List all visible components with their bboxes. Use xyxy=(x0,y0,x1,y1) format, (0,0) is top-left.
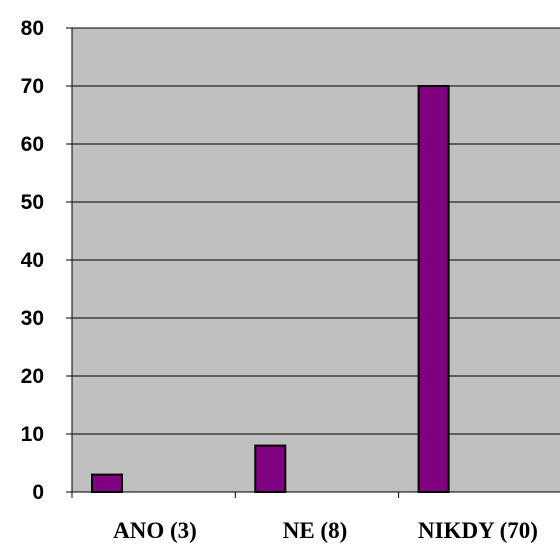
bars xyxy=(91,85,450,494)
x-tick-label: ANO (3) xyxy=(113,518,197,543)
bar-2 xyxy=(254,444,287,494)
x-tick-label: NE (8) xyxy=(283,518,348,543)
y-tick-label: 50 xyxy=(21,191,44,214)
gridlines xyxy=(72,27,560,435)
x-tick-labels: ANO (3) NE (8) NIKDY (70) xyxy=(113,518,538,543)
y-tick-label: 0 xyxy=(32,481,44,504)
y-tick-label: 20 xyxy=(21,365,44,388)
y-tick-label: 80 xyxy=(21,17,44,40)
y-tick-label: 70 xyxy=(21,75,44,98)
bar-1 xyxy=(91,473,123,494)
y-tick-label: 30 xyxy=(21,307,44,330)
y-tick-label: 40 xyxy=(21,249,44,272)
x-tick-label: NIKDY (70) xyxy=(418,518,538,543)
y-tick-label: 60 xyxy=(21,133,44,156)
y-tick-labels: 0 10 20 30 40 50 60 70 80 xyxy=(21,17,44,504)
y-tick-label: 10 xyxy=(21,423,44,446)
axes xyxy=(66,27,560,498)
bar-3 xyxy=(417,85,450,493)
